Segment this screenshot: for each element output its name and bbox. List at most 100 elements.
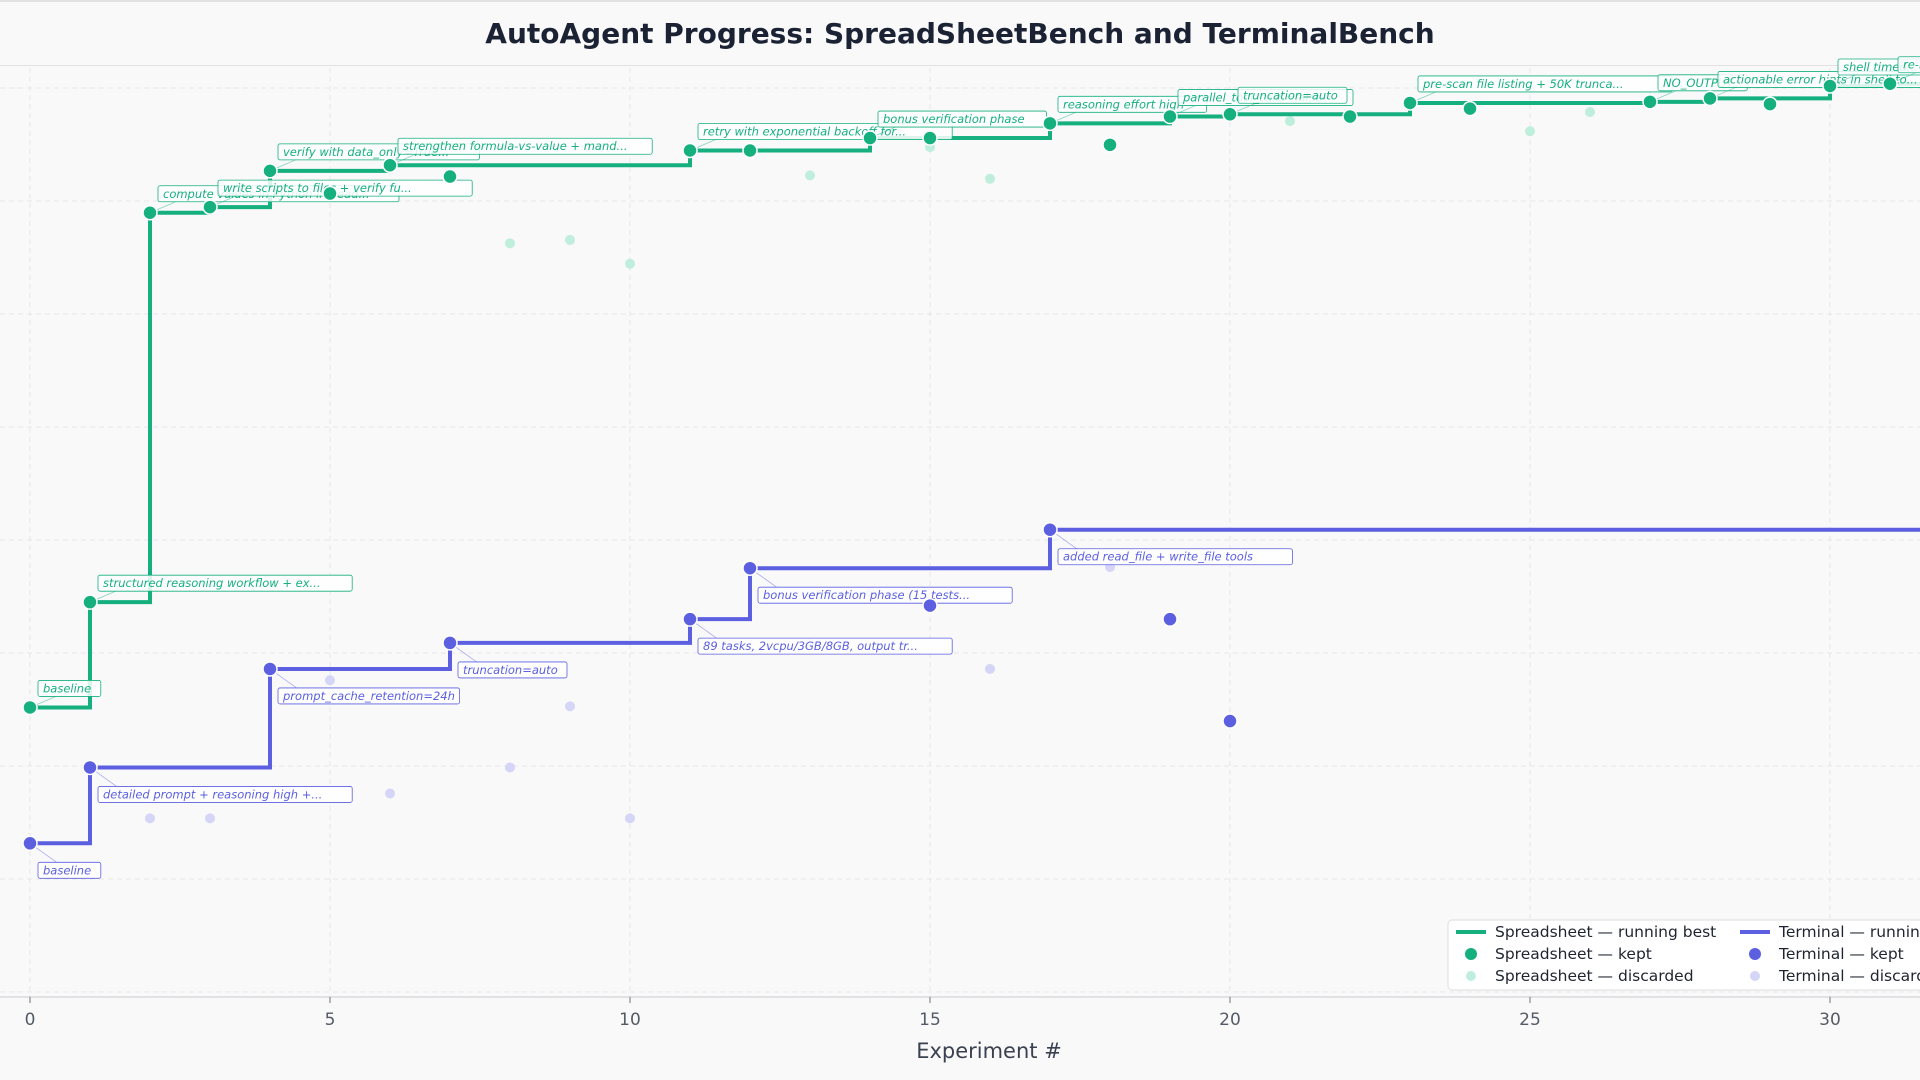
spreadsheet-discarded-point — [1285, 116, 1295, 127]
x-tick-label: 30 — [1819, 1010, 1841, 1030]
terminal-running-best-line — [30, 527, 1920, 846]
annotation-label: retry with exponential backoff for... — [703, 125, 906, 139]
annotation-box — [277, 687, 461, 705]
spreadsheet-kept-point — [862, 130, 878, 146]
annotation-box — [397, 137, 653, 155]
terminal-kept-point — [922, 597, 938, 614]
terminal-kept-point — [682, 611, 698, 627]
x-tick-label: 20 — [1219, 1010, 1241, 1030]
annotation-box — [97, 786, 353, 803]
annotation-label: strengthen formula-vs-value + mand... — [403, 139, 628, 153]
terminal-discarded-point — [145, 813, 155, 824]
annotation-label: reasoning effort high — [1063, 97, 1184, 111]
annotation-label: 89 tasks, 2vcpu/3GB/8GB, output tr... — [703, 639, 918, 653]
spreadsheet-kept-point — [82, 594, 98, 610]
terminal-kept-point — [1042, 521, 1058, 538]
spreadsheet-discarded-point — [1585, 107, 1595, 118]
terminal-annotation: truncation=auto — [449, 642, 568, 679]
spreadsheet-kept-point — [322, 185, 338, 202]
terminal-kept-point — [742, 560, 758, 576]
x-axis-label: Experiment # — [916, 1039, 1062, 1063]
annotation-label: detailed prompt + reasoning high +... — [103, 787, 322, 801]
legend-dot-swatch — [1750, 971, 1760, 981]
terminal-kept-point — [22, 835, 38, 852]
spreadsheet-kept-point — [1162, 108, 1178, 125]
spreadsheet-annotation: strengthen formula-vs-value + mand... — [389, 137, 653, 166]
spreadsheet-kept-point — [262, 163, 278, 179]
spreadsheet-kept-point — [922, 130, 938, 146]
spreadsheet-kept-point — [202, 199, 218, 215]
spreadsheet-kept-point — [1402, 95, 1418, 111]
annotation-label: bonus verification phase — [883, 112, 1025, 126]
annotation-label: re-r... — [1903, 58, 1920, 72]
legend-label: Spreadsheet — running best — [1495, 923, 1716, 941]
legend-box — [1447, 919, 1920, 991]
legend-dot-swatch — [1466, 971, 1476, 981]
terminal-annotation: added read_file + write_file tools — [1049, 529, 1293, 566]
spreadsheet-kept-point — [1342, 108, 1358, 125]
terminal-annotation: detailed prompt + reasoning high +... — [89, 767, 353, 803]
legend-dot-swatch — [1465, 948, 1477, 960]
annotation-label: pre-scan file listing + 50K trunca... — [1422, 77, 1624, 91]
spreadsheet-annotation: structured reasoning workflow + ex... — [89, 574, 353, 603]
annotation-box — [757, 586, 1013, 604]
terminal-discarded-point — [325, 675, 335, 686]
spreadsheet-kept-point — [1882, 75, 1898, 92]
x-tick-label: 5 — [325, 1010, 336, 1030]
annotation-box — [217, 179, 473, 197]
annotation-label: write scripts to files + verify fu... — [223, 181, 412, 195]
terminal-annotation: bonus verification phase (15 tests... — [749, 567, 1013, 604]
annotation-box — [697, 637, 953, 655]
legend-label: Spreadsheet — kept — [1495, 945, 1652, 963]
legend: Spreadsheet — running best Spreadsheet — … — [1447, 919, 1920, 991]
spreadsheet-kept-point — [442, 168, 458, 185]
annotation-label: prompt_cache_retention=24h — [282, 689, 455, 703]
spreadsheet-kept-point — [142, 205, 158, 221]
legend-label: Terminal — kept — [1778, 945, 1904, 963]
spreadsheet-kept-point — [1102, 137, 1118, 153]
terminal-annotation: 89 tasks, 2vcpu/3GB/8GB, output tr... — [689, 618, 953, 655]
spreadsheet-kept-point — [682, 142, 698, 159]
annotation-box — [37, 680, 102, 697]
spreadsheet-annotation: reasoning effort high — [1049, 95, 1208, 124]
terminal-discarded-point — [985, 663, 995, 674]
annotation-box — [37, 861, 102, 879]
legend-label: Spreadsheet — discarded — [1495, 967, 1694, 985]
terminal-kept-point — [82, 759, 98, 776]
terminal-discarded-point — [205, 813, 215, 824]
spreadsheet-discarded-point — [625, 258, 635, 269]
annotation-box — [697, 123, 953, 140]
spreadsheet-kept-point — [1462, 100, 1478, 117]
annotation-box — [457, 661, 568, 679]
terminal-discarded-point — [625, 813, 635, 824]
terminal-kept-point — [1162, 611, 1178, 627]
terminal-kept-point — [442, 635, 458, 651]
spreadsheet-kept-point — [382, 157, 398, 173]
annotation-box — [1897, 56, 1920, 74]
spreadsheet-annotation: retry with exponential backoff for... — [689, 123, 953, 151]
spreadsheet-running-best-line — [30, 81, 1920, 710]
spreadsheet-kept-point — [1822, 78, 1838, 94]
x-tick-label: 15 — [919, 1010, 941, 1030]
terminal-kept-point — [262, 661, 278, 677]
spreadsheet-kept-point — [1642, 94, 1658, 110]
annotation-label: structured reasoning workflow + ex... — [103, 576, 321, 590]
legend-label: Terminal — discarded — [1778, 967, 1920, 985]
terminal-annotation: baseline — [29, 842, 102, 879]
terminal-discarded-point — [385, 788, 395, 799]
spreadsheet-kept-point — [1222, 106, 1238, 123]
chart-title: AutoAgent Progress: SpreadSheetBench and… — [0, 0, 1920, 66]
spreadsheet-discarded-point — [805, 170, 815, 181]
x-tick-label: 0 — [25, 1010, 36, 1030]
spreadsheet-kept-point — [742, 142, 758, 159]
annotation-label: baseline — [43, 863, 91, 877]
legend-label: Terminal — running — [1778, 923, 1920, 941]
spreadsheet-kept-point — [1762, 96, 1778, 112]
terminal-discarded-point — [505, 762, 515, 773]
spreadsheet-discarded-point — [505, 238, 515, 249]
annotation-label: added read_file + write_file tools — [1063, 550, 1253, 564]
spreadsheet-annotation: write scripts to files + verify fu... — [209, 179, 473, 208]
spreadsheet-annotation: pre-scan file listing + 50K trunca... — [1409, 75, 1673, 104]
